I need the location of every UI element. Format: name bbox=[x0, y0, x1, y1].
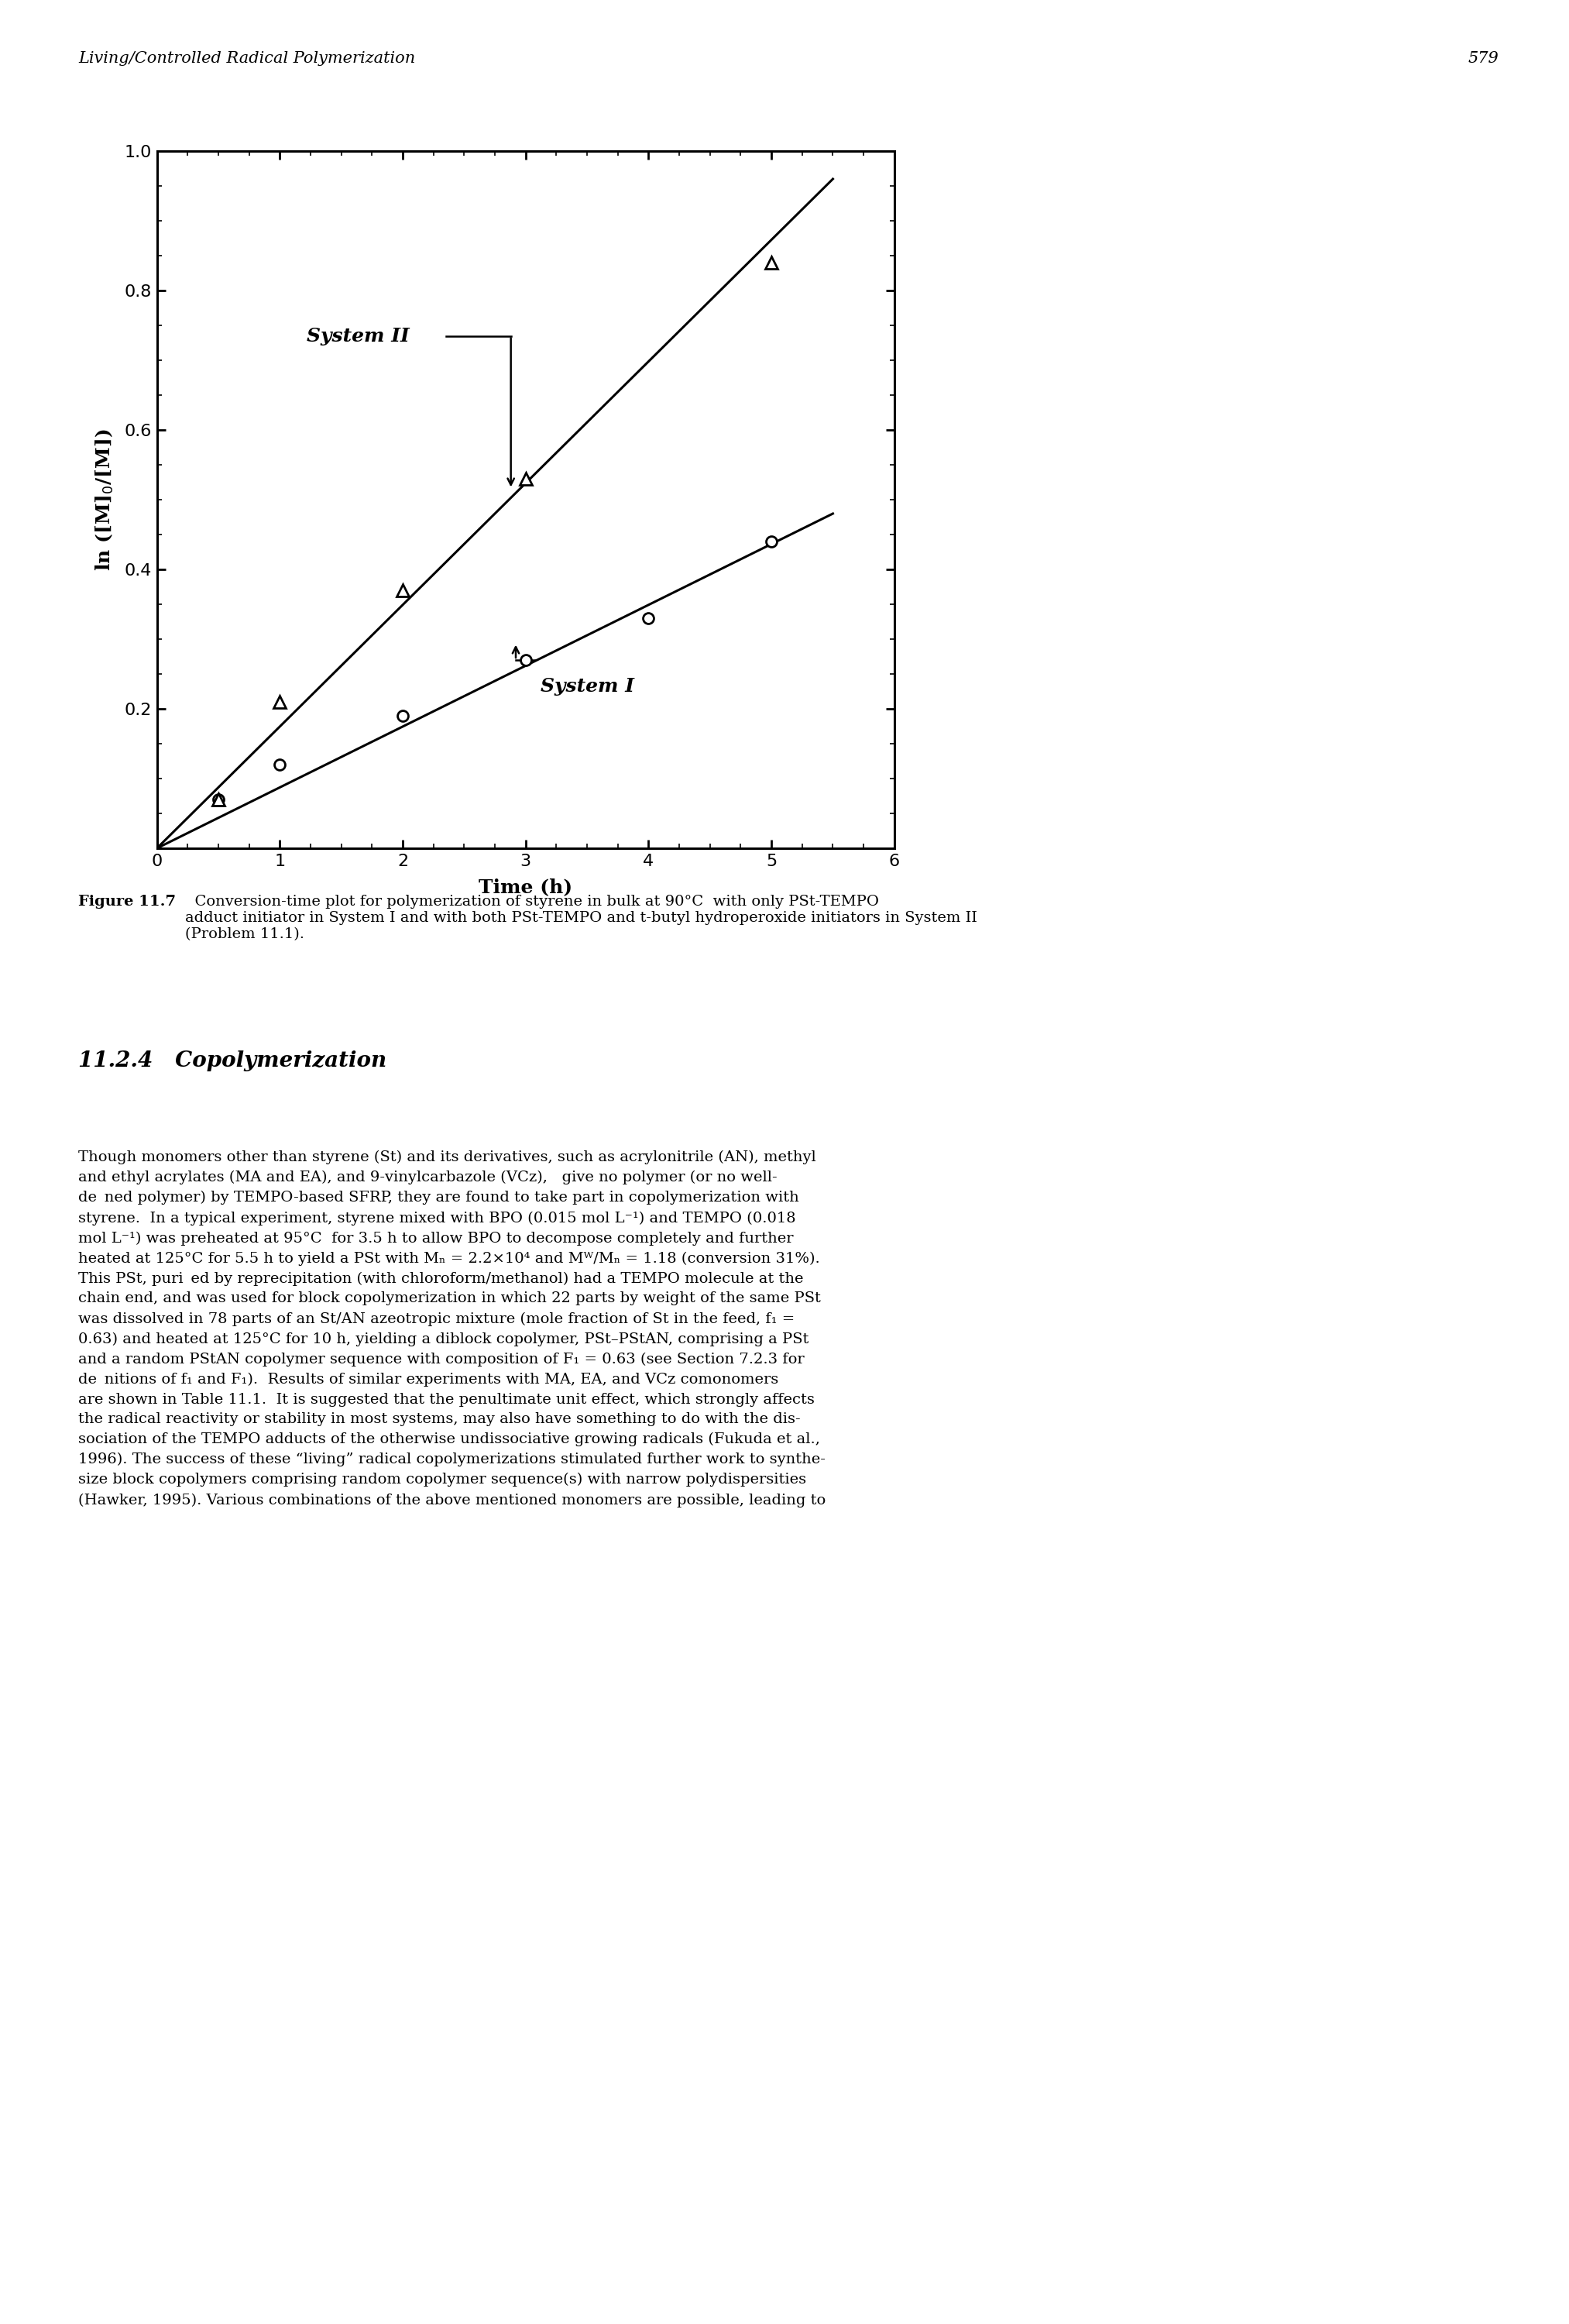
Text: 579: 579 bbox=[1467, 51, 1498, 65]
Y-axis label: ln ([M]$_0$/[M]): ln ([M]$_0$/[M]) bbox=[94, 428, 116, 572]
Text: Though monomers other than styrene (St) and its derivatives, such as acrylonitri: Though monomers other than styrene (St) … bbox=[78, 1150, 825, 1508]
Text: Figure 11.7: Figure 11.7 bbox=[78, 895, 176, 909]
Text: Conversion-time plot for polymerization of styrene in bulk at 90°C  with only PS: Conversion-time plot for polymerization … bbox=[185, 895, 977, 941]
Text: System II: System II bbox=[308, 328, 410, 346]
Text: System I: System I bbox=[540, 676, 634, 695]
X-axis label: Time (h): Time (h) bbox=[479, 878, 573, 897]
Text: 11.2.4   Copolymerization: 11.2.4 Copolymerization bbox=[78, 1050, 388, 1071]
Text: Living/Controlled Radical Polymerization: Living/Controlled Radical Polymerization bbox=[78, 51, 416, 65]
